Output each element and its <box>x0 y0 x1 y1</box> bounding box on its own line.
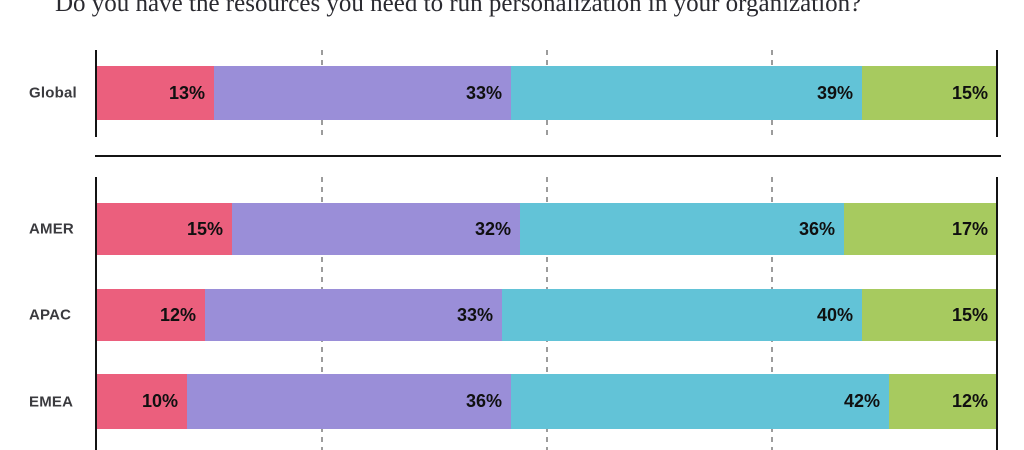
bar-track: 10% 36% 42% 12% <box>97 374 997 429</box>
bar-segment: 33% <box>214 66 511 120</box>
row-label: EMEA <box>29 393 74 410</box>
segment-value-label: 33% <box>456 304 493 325</box>
bar-segment: 15% <box>862 289 997 341</box>
bar-row-global: Global 13% 33% 39% 15% <box>29 66 997 120</box>
bar-segment: 32% <box>232 203 520 255</box>
bar-track: 12% 33% 40% 15% <box>97 289 997 341</box>
segment-value-label: 36% <box>465 391 502 411</box>
segment-value-label: 36% <box>798 218 835 239</box>
segment-value-label: 39% <box>816 82 853 103</box>
segment-value-label: 15% <box>951 304 988 325</box>
segment-value-label: 12% <box>951 391 988 411</box>
bar-segment: 13% <box>97 66 214 120</box>
bar-segment: 17% <box>844 203 997 255</box>
bar-segment: 39% <box>511 66 862 120</box>
bar-segment: 12% <box>97 289 205 341</box>
bar-row-amer: AMER 15% 32% 36% 17% <box>29 203 997 255</box>
bar-segment: 36% <box>187 374 511 429</box>
bar-segment: 42% <box>511 374 889 429</box>
bar-track: 15% 32% 36% 17% <box>97 203 997 255</box>
row-label: Global <box>29 84 77 102</box>
segment-value-label: 13% <box>168 82 205 103</box>
segment-value-label: 42% <box>843 391 880 411</box>
segment-value-label: 32% <box>474 218 511 239</box>
segment-value-label: 33% <box>465 82 502 103</box>
bar-row-emea: EMEA 10% 36% 42% 12% <box>29 374 997 429</box>
right-boundary-line <box>996 50 998 137</box>
bar-segment: 15% <box>862 66 997 120</box>
right-boundary-line <box>996 177 998 450</box>
segment-value-label: 15% <box>951 82 988 103</box>
bar-row-apac: APAC 12% 33% 40% 15% <box>29 289 997 341</box>
row-label: AMER <box>29 220 74 238</box>
bar-segment: 40% <box>502 289 862 341</box>
chart-title: Do you have the resources you need to ru… <box>55 0 862 17</box>
segment-value-label: 17% <box>951 218 988 239</box>
separator-line <box>95 155 1001 157</box>
segment-value-label: 15% <box>186 218 223 239</box>
regional-chart: AMER 15% 32% 36% 17% APAC 12% 33% 40% 15% EMEA 10% 3… <box>29 177 998 450</box>
row-label: APAC <box>29 306 72 324</box>
bar-segment: 33% <box>205 289 502 341</box>
bar-segment: 12% <box>889 374 997 429</box>
bar-segment: 10% <box>97 374 187 429</box>
bar-segment: 15% <box>97 203 232 255</box>
bar-track: 13% 33% 39% 15% <box>97 66 997 120</box>
y-axis-line <box>95 177 97 450</box>
segment-value-label: 40% <box>816 304 853 325</box>
global-chart: Global 13% 33% 39% 15% <box>29 50 998 137</box>
y-axis-line <box>95 50 97 137</box>
bar-segment: 36% <box>520 203 844 255</box>
segment-value-label: 10% <box>141 391 178 411</box>
segment-value-label: 12% <box>159 304 196 325</box>
